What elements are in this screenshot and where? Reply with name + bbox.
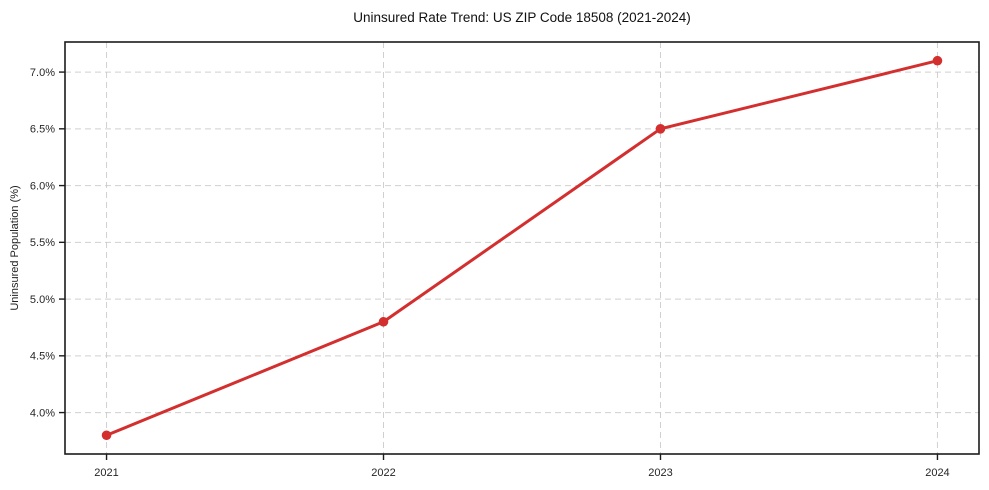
plot-border: [64, 41, 980, 455]
axis-tick-labels: 4.0% 4.5% 5.0% 5.5% 6.0% 6.5% 7.0% 2021 2022 2023…: [30, 67, 950, 479]
y-axis-label: Uninsured Population (%): [9, 185, 21, 310]
data-point-2021: [101, 430, 112, 441]
data-point-2024: [932, 55, 943, 66]
data-series: [101, 55, 943, 441]
y-tick-label: 5.0%: [30, 294, 55, 306]
trend-line: [105, 59, 939, 437]
y-tick-label: 4.5%: [30, 351, 55, 363]
y-tick-label: 6.0%: [30, 180, 55, 192]
x-tick-label: 2023: [648, 467, 672, 479]
chart-title: Uninsured Rate Trend: US ZIP Code 18508 …: [353, 10, 690, 25]
data-point-2023: [655, 124, 666, 134]
x-tick-label: 2021: [94, 467, 118, 479]
y-tick-label: 7.0%: [30, 67, 55, 79]
data-point-2022: [378, 316, 389, 327]
y-tick-label: 5.5%: [30, 237, 55, 249]
gridlines: [65, 42, 979, 454]
axis-ticks: [59, 71, 939, 460]
y-tick-label: 6.5%: [30, 124, 55, 136]
x-tick-label: 2024: [925, 467, 949, 479]
x-tick-label: 2022: [371, 467, 395, 479]
y-tick-label: 4.0%: [30, 407, 55, 419]
